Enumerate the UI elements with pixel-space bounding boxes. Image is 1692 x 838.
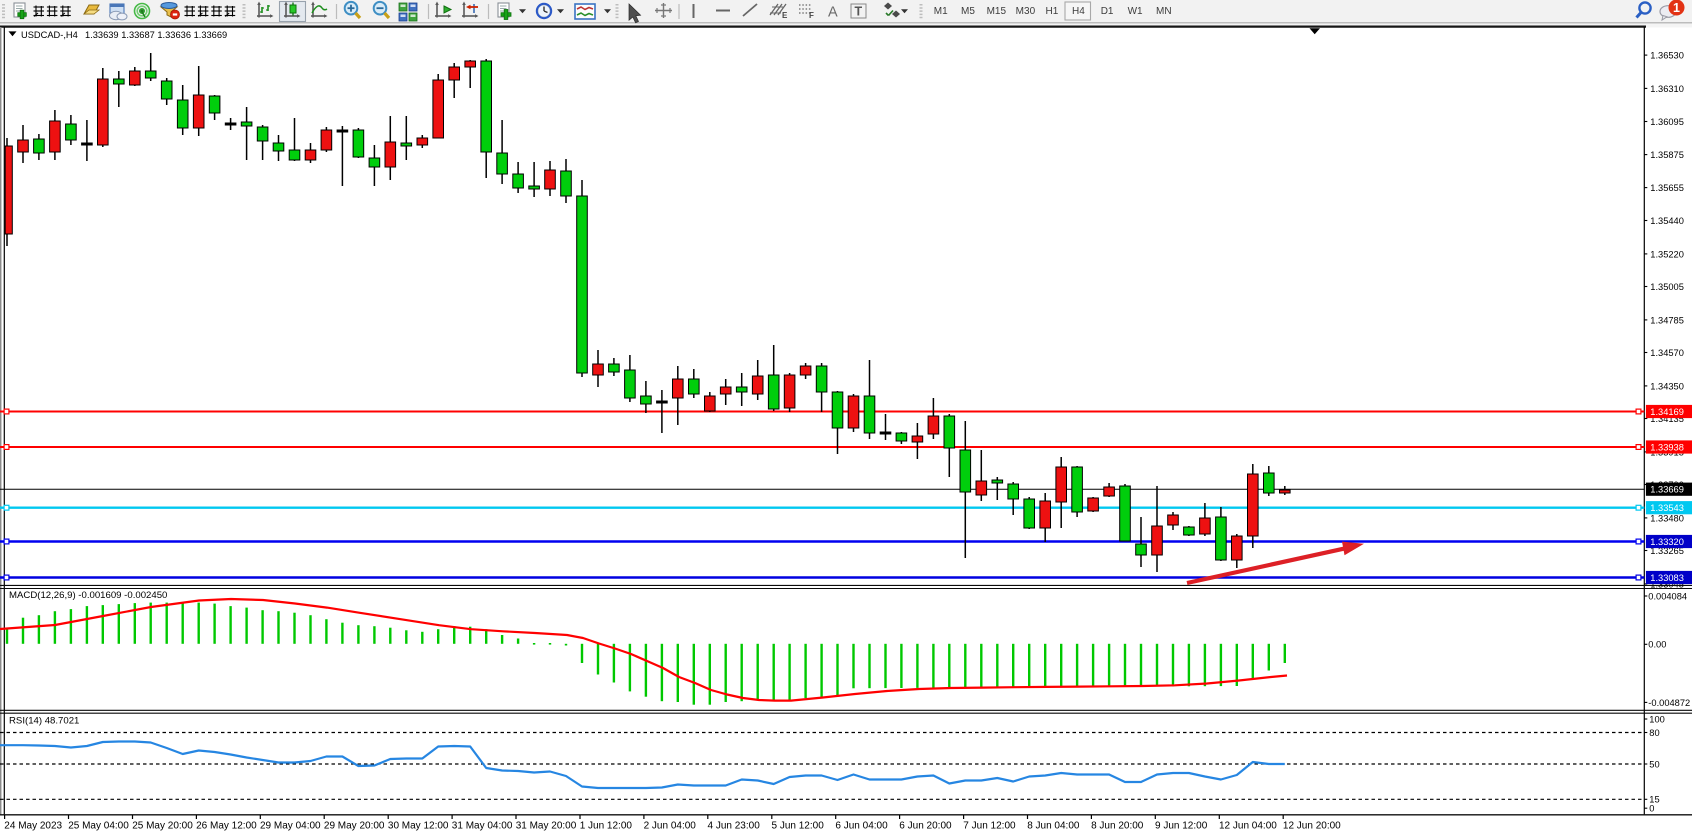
svg-text:2 Jun 04:00: 2 Jun 04:00 bbox=[644, 820, 697, 831]
svg-text:A: A bbox=[828, 5, 838, 21]
svg-text:7 Jun 12:00: 7 Jun 12:00 bbox=[963, 820, 1016, 831]
svg-text:6 Jun 04:00: 6 Jun 04:00 bbox=[835, 820, 888, 831]
svg-text:H4: H4 bbox=[1072, 6, 1085, 17]
svg-text:1.36310: 1.36310 bbox=[1650, 84, 1684, 94]
svg-text:1.33265: 1.33265 bbox=[1650, 546, 1684, 556]
svg-text:M5: M5 bbox=[961, 6, 975, 17]
svg-text:31 May 04:00: 31 May 04:00 bbox=[452, 820, 513, 831]
svg-text:9 Jun 12:00: 9 Jun 12:00 bbox=[1155, 820, 1208, 831]
svg-text:F: F bbox=[809, 11, 814, 20]
svg-text:100: 100 bbox=[1649, 714, 1665, 724]
svg-text:12 Jun 04:00: 12 Jun 04:00 bbox=[1219, 820, 1277, 831]
svg-text:1.34169: 1.34169 bbox=[1650, 407, 1684, 417]
svg-text:25 May 20:00: 25 May 20:00 bbox=[132, 820, 193, 831]
svg-text:H1: H1 bbox=[1046, 6, 1059, 17]
svg-text:0.004084: 0.004084 bbox=[1648, 591, 1687, 601]
svg-text:M1: M1 bbox=[934, 6, 948, 17]
svg-text:USDCAD-,H4: USDCAD-,H4 bbox=[21, 30, 78, 40]
svg-text:T: T bbox=[855, 5, 863, 19]
svg-text:1: 1 bbox=[1673, 1, 1680, 15]
svg-text:1.33480: 1.33480 bbox=[1650, 513, 1684, 523]
svg-text:MN: MN bbox=[1156, 6, 1172, 17]
svg-text:1.33543: 1.33543 bbox=[1650, 503, 1684, 513]
svg-text:1.33083: 1.33083 bbox=[1650, 573, 1684, 583]
svg-text:MACD(12,26,9) -0.001609 -0.002: MACD(12,26,9) -0.001609 -0.002450 bbox=[9, 590, 167, 601]
svg-text:1.35220: 1.35220 bbox=[1650, 249, 1684, 259]
svg-text:15: 15 bbox=[1649, 795, 1659, 805]
svg-text:30 May 12:00: 30 May 12:00 bbox=[388, 820, 449, 831]
svg-text:1.33938: 1.33938 bbox=[1650, 442, 1684, 452]
svg-text:25 May 04:00: 25 May 04:00 bbox=[68, 820, 129, 831]
svg-text:8 Jun 20:00: 8 Jun 20:00 bbox=[1091, 820, 1144, 831]
svg-text:1.36095: 1.36095 bbox=[1650, 117, 1684, 127]
svg-text:50: 50 bbox=[1649, 759, 1659, 769]
svg-text:M30: M30 bbox=[1016, 6, 1036, 17]
svg-text:31 May 20:00: 31 May 20:00 bbox=[516, 820, 577, 831]
svg-text:RSI(14) 48.7021: RSI(14) 48.7021 bbox=[9, 715, 79, 726]
svg-text:1.34135: 1.34135 bbox=[1650, 414, 1684, 424]
svg-text:12 Jun 20:00: 12 Jun 20:00 bbox=[1283, 820, 1341, 831]
svg-text:0.00: 0.00 bbox=[1648, 640, 1666, 650]
svg-text:1 Jun 12:00: 1 Jun 12:00 bbox=[580, 820, 633, 831]
svg-text:29 May 04:00: 29 May 04:00 bbox=[260, 820, 321, 831]
svg-text:-0.004872: -0.004872 bbox=[1648, 698, 1690, 708]
svg-text:1.33669: 1.33669 bbox=[1650, 485, 1684, 495]
svg-text:29 May 20:00: 29 May 20:00 bbox=[324, 820, 385, 831]
svg-text:D1: D1 bbox=[1101, 6, 1114, 17]
svg-text:5 Jun 12:00: 5 Jun 12:00 bbox=[772, 820, 825, 831]
svg-text:4 Jun 23:00: 4 Jun 23:00 bbox=[708, 820, 761, 831]
svg-text:1.35440: 1.35440 bbox=[1650, 216, 1684, 226]
svg-text:1.34785: 1.34785 bbox=[1650, 315, 1684, 325]
svg-text:24 May 2023: 24 May 2023 bbox=[4, 820, 62, 831]
svg-text:6 Jun 20:00: 6 Jun 20:00 bbox=[899, 820, 952, 831]
svg-text:1.33320: 1.33320 bbox=[1650, 537, 1684, 547]
svg-text:M15: M15 bbox=[987, 6, 1007, 17]
svg-text:1.34570: 1.34570 bbox=[1650, 348, 1684, 358]
svg-text:1.35655: 1.35655 bbox=[1650, 183, 1684, 193]
svg-text:1.33045: 1.33045 bbox=[1650, 579, 1684, 589]
svg-text:1.35005: 1.35005 bbox=[1650, 282, 1684, 292]
svg-text:1.36530: 1.36530 bbox=[1650, 51, 1684, 61]
svg-text:E: E bbox=[782, 11, 788, 20]
svg-text:8 Jun 04:00: 8 Jun 04:00 bbox=[1027, 820, 1080, 831]
svg-text:1.34350: 1.34350 bbox=[1650, 381, 1684, 391]
svg-text:1.35875: 1.35875 bbox=[1650, 150, 1684, 160]
svg-text:0: 0 bbox=[1649, 804, 1654, 814]
svg-text:80: 80 bbox=[1649, 728, 1659, 738]
svg-text:26 May 12:00: 26 May 12:00 bbox=[196, 820, 257, 831]
svg-text:W1: W1 bbox=[1128, 6, 1143, 17]
svg-text:1.33639 1.33687 1.33636 1.3366: 1.33639 1.33687 1.33636 1.33669 bbox=[85, 30, 227, 40]
